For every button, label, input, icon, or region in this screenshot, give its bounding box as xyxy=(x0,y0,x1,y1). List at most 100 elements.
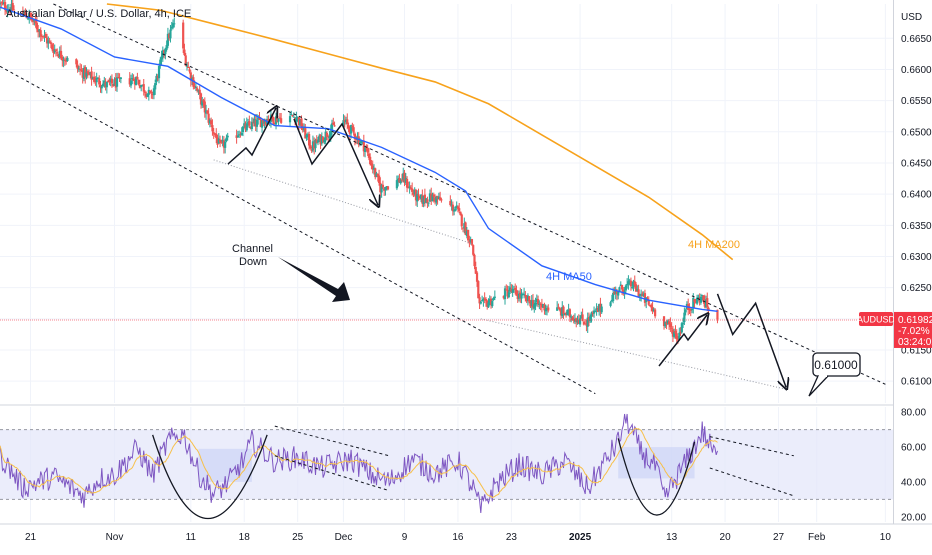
candle-body xyxy=(255,119,259,127)
candle-body xyxy=(184,55,187,66)
candle-body xyxy=(355,138,358,140)
rsi-channel-line xyxy=(274,425,390,457)
candle-body xyxy=(217,138,220,144)
ma200-line xyxy=(106,3,734,261)
candle-body xyxy=(325,132,329,137)
candle-body xyxy=(115,77,119,87)
candle-body xyxy=(332,122,335,125)
candle-body xyxy=(675,333,678,340)
candle-body xyxy=(323,140,326,143)
rsi-tick-label: 60.00 xyxy=(901,443,926,454)
candle-body xyxy=(6,10,9,12)
rsi-tick-label: 20.00 xyxy=(901,512,926,523)
candle-body xyxy=(409,187,412,189)
candle-body xyxy=(374,168,377,178)
candle-body xyxy=(699,296,703,303)
candle-body xyxy=(566,309,569,316)
candle-body xyxy=(328,136,331,139)
candle-body xyxy=(450,204,453,206)
channel-upper-line xyxy=(53,3,886,385)
candle-body xyxy=(244,123,247,130)
candle-body xyxy=(257,118,260,120)
candle-body xyxy=(56,52,59,54)
candle-body xyxy=(164,48,167,55)
candle-body xyxy=(408,186,411,189)
candle-body xyxy=(423,194,426,202)
candle-body xyxy=(510,288,513,292)
candle-body xyxy=(107,80,110,82)
support-line xyxy=(213,159,474,245)
candle-body xyxy=(210,120,213,125)
candle-body xyxy=(306,134,309,136)
time-tick-label: 9 xyxy=(402,532,408,543)
time-tick-label: 23 xyxy=(506,532,518,543)
candle-body xyxy=(333,125,336,127)
candle-body xyxy=(243,123,246,126)
candle-body xyxy=(203,101,206,113)
candle-body xyxy=(509,287,512,292)
candle-body xyxy=(259,119,262,128)
candle-body xyxy=(684,309,687,313)
candle-body xyxy=(640,294,643,296)
time-tick-label: 13 xyxy=(666,532,678,543)
candle-body xyxy=(218,139,222,143)
candle-body xyxy=(612,292,615,302)
candle-body xyxy=(562,306,565,314)
candle-body xyxy=(492,297,495,300)
candle-body xyxy=(397,178,400,182)
candle-body xyxy=(79,69,82,71)
candle-body xyxy=(581,314,584,321)
candle-body xyxy=(313,142,316,149)
time-tick-label: Dec xyxy=(335,532,353,543)
candle-body xyxy=(683,312,686,323)
candle-body xyxy=(697,296,700,298)
candle-body xyxy=(235,135,238,138)
candle-body xyxy=(196,88,199,91)
candle-body xyxy=(29,12,32,17)
candle-body xyxy=(31,19,35,22)
candle-body xyxy=(296,116,299,118)
candle-body xyxy=(94,81,97,83)
candle-body xyxy=(137,79,140,85)
candle-body xyxy=(638,294,641,296)
time-tick-label: Nov xyxy=(106,532,124,543)
candle-body xyxy=(188,69,191,72)
candle-body xyxy=(25,16,28,19)
symbol-tag-bg xyxy=(859,311,893,326)
candle-body xyxy=(224,141,227,148)
candle-body xyxy=(507,292,510,298)
candle-body xyxy=(324,131,327,141)
candle-body xyxy=(384,187,387,190)
candle-body xyxy=(572,319,575,321)
candle-body xyxy=(538,303,541,305)
candle-body xyxy=(311,141,315,151)
candle-body xyxy=(201,100,204,106)
candle-body xyxy=(380,185,383,193)
candle-body xyxy=(413,189,416,194)
candle-body xyxy=(459,211,462,216)
candle-body xyxy=(80,69,83,71)
candle-body xyxy=(114,78,117,88)
candle-body xyxy=(542,303,545,308)
candle-body xyxy=(412,192,415,195)
candle-body xyxy=(135,77,138,85)
candle-body xyxy=(33,18,36,22)
candle-body xyxy=(674,330,677,334)
candle-body xyxy=(42,36,45,38)
candle-body xyxy=(194,87,198,89)
candle-body xyxy=(482,298,485,301)
candle-body xyxy=(613,291,616,295)
candle-body xyxy=(536,299,540,305)
candle-body xyxy=(280,118,283,123)
candle-body xyxy=(690,308,694,311)
candle-body xyxy=(309,145,312,149)
candle-body xyxy=(671,329,675,337)
candle-body xyxy=(77,68,80,70)
candle-body xyxy=(206,110,209,114)
candle-body xyxy=(304,126,307,139)
candle-body xyxy=(61,57,64,61)
